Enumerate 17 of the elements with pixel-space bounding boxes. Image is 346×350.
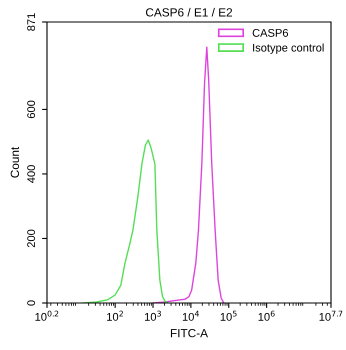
x-tick-label: 10$^{4}$: [182, 310, 199, 321]
x-axis-title: FITC-A: [170, 328, 208, 338]
chart-title: CASP6 / E1 / E2: [146, 8, 232, 17]
y-axis-title: Count: [10, 146, 20, 178]
x-tick-label: 10$^{0.2}$: [35, 310, 58, 321]
y-tick-label: 871: [27, 13, 36, 31]
legend-label: CASP6: [252, 28, 288, 37]
x-tick-label: 10$^{7.7}$: [320, 310, 342, 321]
x-tick-label: 10$^{3}$: [144, 310, 161, 321]
x-tick-label: 10$^{5}$: [220, 310, 237, 321]
x-tick-label: 10$^{2}$: [107, 310, 123, 321]
y-tick-label: 200: [27, 230, 36, 248]
y-tick-label: 600: [27, 100, 36, 118]
y-tick-label: 0: [27, 300, 36, 306]
x-tick-label: 10$^{6}$: [258, 310, 275, 321]
y-tick-label: 400: [27, 165, 36, 183]
legend-label: Isotype control: [253, 43, 324, 54]
